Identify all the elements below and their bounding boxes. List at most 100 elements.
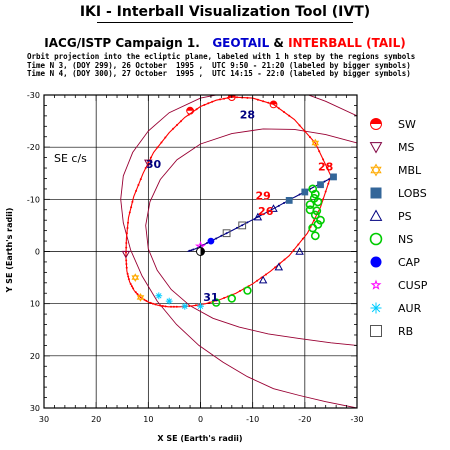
marker-sw bbox=[370, 118, 382, 130]
orbit-tick bbox=[256, 98, 259, 101]
marker-rb bbox=[370, 325, 382, 337]
legend-label: MBL bbox=[398, 164, 422, 177]
orbit-tick bbox=[283, 258, 286, 261]
marker-lobs bbox=[285, 197, 293, 204]
orbit-tick bbox=[126, 272, 129, 275]
cap-dot bbox=[370, 256, 382, 268]
marker-ns bbox=[305, 200, 315, 210]
bow-shock-curve bbox=[120, 95, 357, 408]
ps-triangle bbox=[269, 204, 278, 212]
note-line-2: Time N 3, (DOY 299), 26 October 1995 , U… bbox=[27, 60, 411, 70]
orbit-tick bbox=[327, 182, 330, 185]
lobs-square bbox=[285, 197, 293, 204]
ns-circle bbox=[243, 286, 252, 295]
orbit-tick bbox=[262, 213, 265, 216]
orbit-tick bbox=[297, 243, 300, 246]
marker-cap bbox=[207, 237, 215, 245]
ns-circle bbox=[305, 200, 315, 210]
orbit-tick bbox=[324, 190, 327, 193]
orbit-tick bbox=[195, 108, 198, 111]
mbl-star bbox=[311, 138, 320, 148]
marker-aur bbox=[165, 297, 173, 305]
cusp-star bbox=[370, 279, 382, 290]
marker-ms bbox=[144, 159, 153, 168]
orbit-tick bbox=[203, 103, 206, 106]
model-boundaries bbox=[120, 95, 357, 408]
orbit-tick bbox=[256, 279, 259, 282]
marker-ns bbox=[310, 231, 320, 241]
x-tick-label: -20 bbox=[298, 415, 311, 424]
earth-night-side bbox=[200, 247, 205, 256]
marker-mbl bbox=[311, 138, 320, 148]
orbit-series bbox=[125, 96, 334, 308]
orbit-tick bbox=[188, 305, 191, 307]
ns-circle bbox=[310, 231, 320, 241]
marker-lobs bbox=[301, 188, 309, 196]
ns-circle bbox=[369, 232, 383, 246]
rb-square bbox=[238, 221, 247, 230]
orbit-tick bbox=[125, 266, 128, 269]
orbit-tick bbox=[127, 221, 129, 224]
marker-lobs bbox=[330, 173, 337, 181]
orbit-tick bbox=[223, 296, 226, 299]
orbit-tick bbox=[125, 263, 128, 265]
orbit-tick bbox=[298, 124, 301, 127]
y-tick-label: 20 bbox=[30, 352, 40, 361]
hour-label: 28 bbox=[318, 161, 333, 174]
orbit-tick bbox=[318, 150, 321, 153]
orbit-tick bbox=[132, 287, 135, 290]
orbit-tick bbox=[125, 259, 128, 262]
marker-ps bbox=[258, 275, 268, 284]
orbit-tick bbox=[267, 101, 270, 104]
marker-ns bbox=[369, 232, 383, 246]
orbit-tick bbox=[283, 111, 285, 113]
orbit-tick bbox=[130, 285, 133, 288]
hour-label: 31 bbox=[203, 291, 218, 304]
orbit-tick bbox=[288, 114, 291, 117]
interball-label: INTERBALL (TAIL) bbox=[288, 36, 406, 50]
aur-asterisk bbox=[197, 302, 204, 310]
orbit-tick bbox=[326, 166, 328, 169]
ns-circle bbox=[312, 206, 322, 216]
orbit-tick bbox=[175, 305, 178, 308]
orbit-tick bbox=[131, 200, 134, 203]
orbit-tick bbox=[313, 219, 315, 222]
orbit-tick bbox=[208, 301, 211, 304]
marker-ns bbox=[310, 189, 320, 199]
sw-fill bbox=[370, 118, 382, 124]
ampersand: & bbox=[273, 36, 284, 50]
marker-ps bbox=[269, 204, 278, 212]
orbit-tick bbox=[144, 167, 147, 169]
marker-ps bbox=[253, 212, 263, 221]
y-tick-label: 10 bbox=[30, 300, 40, 309]
marker-ns bbox=[227, 294, 237, 303]
legend-label: RB bbox=[398, 325, 413, 338]
orbit-tick bbox=[137, 184, 140, 186]
orbit-tick bbox=[134, 291, 137, 294]
marker-mbl bbox=[136, 293, 145, 302]
orbit-tick bbox=[172, 305, 175, 308]
marker-mbl bbox=[370, 163, 382, 177]
geotail-label: GEOTAIL bbox=[212, 36, 270, 50]
orbit-tick bbox=[156, 146, 159, 149]
orbit-tick bbox=[164, 136, 167, 139]
legend-label: LOBS bbox=[398, 187, 427, 200]
orbit-tick bbox=[179, 120, 182, 123]
marker-sw bbox=[269, 100, 278, 109]
hour-label: 28 bbox=[240, 108, 255, 121]
legend-label: CUSP bbox=[398, 279, 428, 292]
magnetopause-curve bbox=[145, 128, 357, 346]
orbit-tick bbox=[172, 127, 175, 130]
legend-label: CAP bbox=[398, 256, 420, 269]
marker-lobs bbox=[370, 187, 382, 199]
marker-aur bbox=[197, 302, 204, 310]
orbit-tick bbox=[136, 293, 139, 295]
title-underline bbox=[97, 22, 353, 23]
orbit-tick bbox=[211, 100, 214, 103]
orbit-tick bbox=[328, 178, 330, 181]
orbit-tick bbox=[298, 193, 301, 196]
marker-aur bbox=[181, 302, 189, 310]
x-tick-label: -10 bbox=[246, 415, 259, 424]
orbit-tick bbox=[274, 266, 277, 269]
ns-circle bbox=[309, 193, 319, 203]
